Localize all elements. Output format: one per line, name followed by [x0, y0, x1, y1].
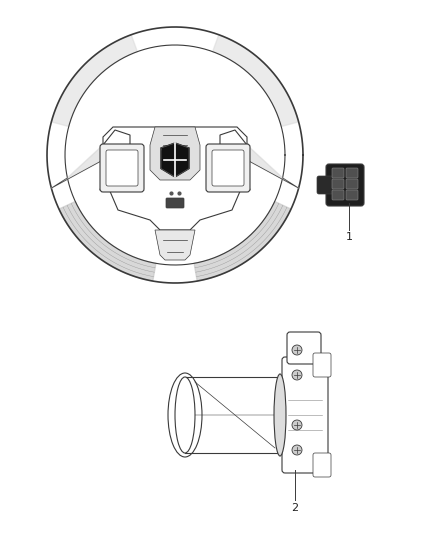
Polygon shape [51, 35, 138, 126]
FancyBboxPatch shape [106, 150, 138, 186]
Circle shape [292, 345, 302, 355]
Polygon shape [51, 145, 103, 188]
FancyBboxPatch shape [100, 144, 144, 192]
Polygon shape [161, 143, 189, 177]
Polygon shape [220, 130, 250, 190]
FancyBboxPatch shape [332, 190, 344, 200]
FancyBboxPatch shape [313, 453, 331, 477]
Polygon shape [212, 35, 299, 126]
Polygon shape [194, 201, 291, 281]
Circle shape [292, 445, 302, 455]
FancyBboxPatch shape [212, 150, 244, 186]
FancyBboxPatch shape [332, 179, 344, 189]
FancyBboxPatch shape [166, 198, 184, 208]
Text: 2: 2 [291, 503, 299, 513]
Polygon shape [155, 230, 195, 260]
Polygon shape [103, 127, 247, 230]
Polygon shape [59, 201, 156, 281]
Ellipse shape [175, 377, 195, 453]
FancyBboxPatch shape [326, 164, 364, 206]
FancyBboxPatch shape [206, 144, 250, 192]
Polygon shape [185, 377, 280, 453]
Polygon shape [150, 127, 200, 180]
Text: 1: 1 [346, 232, 353, 242]
FancyBboxPatch shape [313, 353, 331, 377]
FancyBboxPatch shape [282, 357, 328, 473]
FancyBboxPatch shape [346, 179, 358, 189]
Ellipse shape [274, 374, 286, 456]
FancyBboxPatch shape [332, 168, 344, 178]
FancyBboxPatch shape [346, 190, 358, 200]
Circle shape [292, 420, 302, 430]
FancyBboxPatch shape [346, 168, 358, 178]
Polygon shape [100, 130, 130, 190]
FancyBboxPatch shape [317, 176, 333, 194]
Polygon shape [247, 145, 299, 188]
FancyBboxPatch shape [287, 332, 321, 364]
Circle shape [292, 370, 302, 380]
